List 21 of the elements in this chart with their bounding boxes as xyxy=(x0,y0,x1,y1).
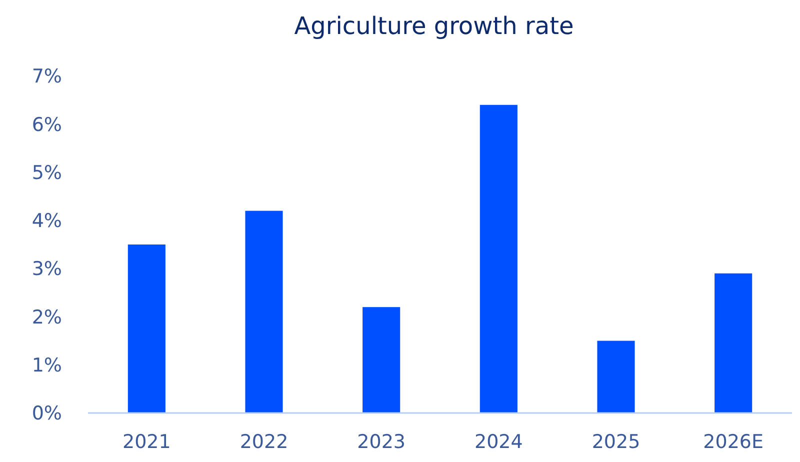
x-tick-label: 2021 xyxy=(122,431,171,453)
y-tick-label: 2% xyxy=(32,306,62,328)
y-tick-label: 5% xyxy=(32,162,62,184)
y-tick-label: 6% xyxy=(32,114,62,136)
y-tick-label: 4% xyxy=(32,210,62,232)
bar xyxy=(480,104,518,413)
y-tick-label: 1% xyxy=(32,354,62,377)
bar xyxy=(128,244,166,413)
bar xyxy=(245,210,283,413)
bar xyxy=(714,273,752,413)
x-tick-label: 2025 xyxy=(592,431,640,453)
y-tick-label: 7% xyxy=(32,66,62,88)
x-tick-label: 2024 xyxy=(474,431,523,453)
bar xyxy=(597,340,635,413)
x-tick-label: 2026E xyxy=(703,431,764,453)
y-tick-label: 0% xyxy=(32,402,62,425)
bar xyxy=(362,307,400,413)
chart-title: Agriculture growth rate xyxy=(294,12,574,40)
x-tick-label: 2022 xyxy=(240,431,288,453)
x-tick-label: 2023 xyxy=(357,431,406,453)
y-tick-label: 3% xyxy=(32,258,62,280)
